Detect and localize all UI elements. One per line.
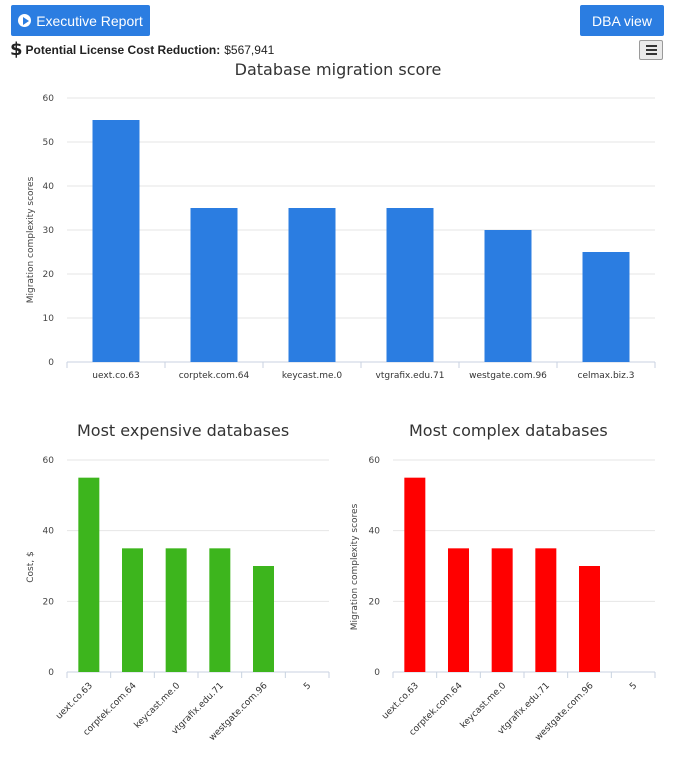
x-category-label: 5 [302, 681, 313, 692]
bar-corptek-com-64 [122, 548, 143, 672]
play-circle-icon [18, 14, 32, 27]
y-tick-label: 20 [369, 597, 381, 607]
x-category-label: keycast.me.0 [133, 681, 183, 731]
y-tick-label: 0 [48, 668, 54, 678]
x-category-label: 5 [628, 681, 639, 692]
x-category-label: keycast.me.0 [282, 371, 342, 381]
x-category-label: vtgrafix.edu.71 [376, 371, 445, 381]
bar-westgate-com-96 [579, 566, 600, 672]
y-tick-label: 30 [43, 226, 55, 236]
bar-corptek-com-64 [190, 208, 238, 362]
bar-celmax-biz-3 [582, 252, 630, 362]
complex-databases-chart: Most complex databases Migration complexi… [350, 421, 656, 743]
license-cost-summary: $ Potential License Cost Reduction: $567… [10, 39, 275, 60]
x-category-label: westgate.com.96 [469, 371, 547, 381]
bar-corptek-com-64 [448, 548, 469, 672]
y-axis-label: Migration complexity scores [26, 176, 36, 303]
bar-vtgrafix-edu-71 [535, 548, 557, 672]
y-tick-label: 60 [43, 456, 55, 466]
y-tick-label: 40 [43, 182, 55, 192]
x-category-label: corptek.com.64 [179, 371, 250, 381]
y-tick-label: 50 [43, 138, 55, 148]
x-category-label: uext.co.63 [380, 681, 421, 722]
cost-reduction-label: Potential License Cost Reduction: [25, 43, 221, 57]
chart-menu-button[interactable] [639, 40, 663, 60]
x-category-label: celmax.biz.3 [578, 371, 635, 381]
bar-vtgrafix-edu-71 [209, 548, 231, 672]
menu-line [645, 53, 657, 55]
y-axis-label: Cost, $ [26, 551, 36, 582]
bar-uext-co-63 [92, 120, 140, 362]
y-tick-label: 40 [43, 527, 55, 537]
chart-title: Most expensive databases [77, 421, 289, 440]
bar-keycast-me-0 [165, 548, 187, 672]
menu-line [645, 45, 657, 47]
expensive-databases-chart: Most expensive databases Cost, $ 0 20 40 60 ue… [26, 421, 330, 743]
executive-report-label: Executive Report [36, 12, 143, 29]
y-axis-label: Migration complexity scores [350, 503, 360, 630]
bar-uext-co-63 [78, 477, 100, 672]
bar-keycast-me-0 [491, 548, 513, 672]
chart-title: Database migration score [235, 60, 442, 79]
x-category-label: uext.co.63 [92, 371, 139, 381]
executive-report-button[interactable]: Executive Report [11, 5, 150, 36]
y-tick-label: 60 [369, 456, 381, 466]
bar-westgate-com-96 [484, 230, 532, 362]
x-category-label: uext.co.63 [54, 681, 95, 722]
y-tick-label: 0 [374, 668, 380, 678]
dollar-icon: $ [10, 39, 23, 60]
bar-keycast-me-0 [288, 208, 336, 362]
y-tick-label: 20 [43, 270, 55, 280]
chart-title: Most complex databases [409, 421, 608, 440]
x-category-label: keycast.me.0 [459, 681, 509, 731]
dba-view-label: DBA view [592, 12, 652, 29]
bar-vtgrafix-edu-71 [386, 208, 434, 362]
cost-reduction-value: $567,941 [224, 43, 275, 57]
dba-view-button[interactable]: DBA view [580, 5, 664, 36]
bar-westgate-com-96 [253, 566, 274, 672]
y-tick-label: 40 [369, 527, 381, 537]
y-tick-label: 10 [43, 314, 55, 324]
migration-score-chart: Database migration score Migration comple… [26, 60, 656, 381]
y-tick-label: 0 [48, 358, 54, 368]
bar-uext-co-63 [404, 477, 426, 672]
menu-line [645, 49, 657, 51]
y-tick-label: 20 [43, 597, 55, 607]
y-tick-label: 60 [43, 94, 55, 104]
